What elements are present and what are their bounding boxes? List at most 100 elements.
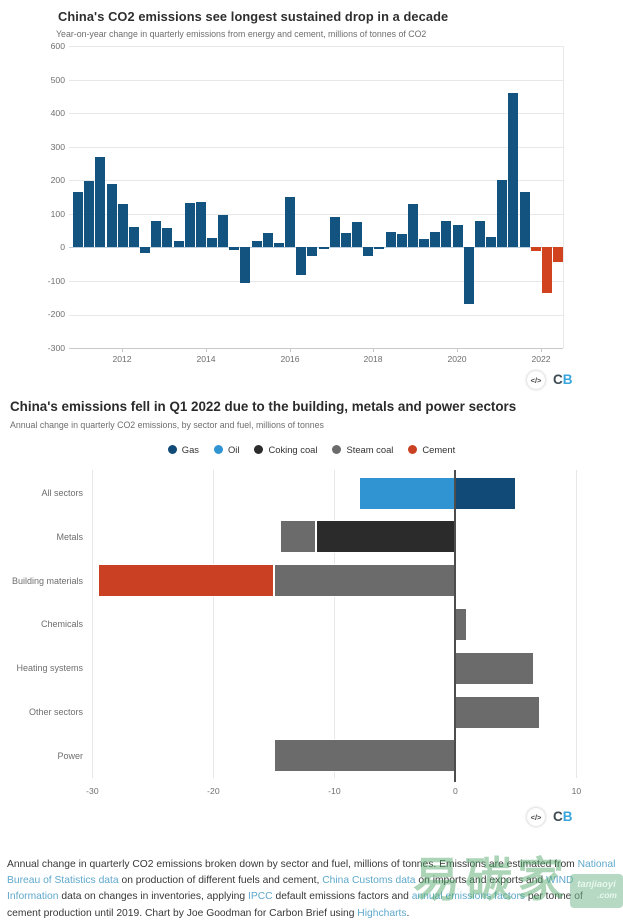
bar-2015-q3[interactable] xyxy=(262,233,273,248)
bar-2019-q1[interactable] xyxy=(419,239,430,248)
embed-code-icon[interactable]: </> xyxy=(527,808,545,826)
bar-2016-q1[interactable] xyxy=(285,196,296,248)
category-label-power: Power xyxy=(57,750,83,761)
bar-2021-q3[interactable] xyxy=(530,247,541,251)
category-label-building-materials: Building materials xyxy=(11,575,83,586)
x-axis-label-0: 0 xyxy=(453,786,458,796)
footer-link-wind-information[interactable]: WIND Information xyxy=(7,875,574,903)
y-axis-label-200: 200 xyxy=(50,175,65,186)
chart1-subtitle: Year-on-year change in quarterly emissio… xyxy=(56,29,427,39)
legend-label: Coking coal xyxy=(268,444,318,455)
bar-2012-q2[interactable] xyxy=(117,203,128,248)
footer-link-annual-emissions-factors[interactable]: annual emissions factors xyxy=(411,891,526,903)
x-axis-label-10: 10 xyxy=(571,786,582,796)
gridline-y-400 xyxy=(69,113,563,115)
bar-metals-steam-coal[interactable] xyxy=(279,520,317,554)
category-label-metals: Metals xyxy=(56,531,83,542)
bar-2022-q1[interactable] xyxy=(553,247,563,262)
bar-2020-q4[interactable] xyxy=(497,180,508,248)
bar-power-steam-coal[interactable] xyxy=(273,739,456,773)
bar-2021-q4[interactable] xyxy=(541,247,552,293)
gridline-y-500 xyxy=(69,79,563,81)
x-axis-label-2018: 2018 xyxy=(363,354,383,365)
bar-2019-q2[interactable] xyxy=(430,232,441,248)
legend-item-cement[interactable]: Cement xyxy=(408,444,455,455)
legend-label: Gas xyxy=(181,444,199,455)
x-axis-label-2012: 2012 xyxy=(112,354,132,365)
y-axis-label--300: -300 xyxy=(47,343,65,354)
footer-link-ipcc[interactable]: IPCC xyxy=(248,891,273,903)
footer-text-segment: on imports and exports and xyxy=(415,875,547,887)
bar-metals-coking-coal[interactable] xyxy=(316,520,456,554)
bar-2018-q1[interactable] xyxy=(374,247,385,249)
bar-2017-q4[interactable] xyxy=(363,247,374,257)
legend-label: Oil xyxy=(228,444,240,455)
bar-2013-q3[interactable] xyxy=(173,240,184,248)
carbon-brief-logo[interactable]: CB xyxy=(553,372,573,387)
bar-2019-q3[interactable] xyxy=(441,220,452,248)
bar-other-sectors-steam-coal[interactable] xyxy=(455,695,541,729)
coking-coal-legend-dot-icon xyxy=(254,445,264,454)
bar-2020-q3[interactable] xyxy=(486,237,496,248)
bar-2016-q4[interactable] xyxy=(318,247,329,249)
y-axis-label-400: 400 xyxy=(50,108,65,119)
bar-2014-q2[interactable] xyxy=(207,238,217,248)
bar-2018-q4[interactable] xyxy=(407,203,418,248)
bar-2020-q1[interactable] xyxy=(463,247,474,305)
bar-chemicals-steam-coal[interactable] xyxy=(455,607,468,641)
y-axis-label-300: 300 xyxy=(50,141,65,152)
bar-2021-q1[interactable] xyxy=(508,93,519,248)
bar-building-materials-steam-coal[interactable] xyxy=(273,564,456,598)
bar-2012-q4[interactable] xyxy=(140,247,150,254)
bar-2018-q3[interactable] xyxy=(396,233,407,248)
bar-2015-q2[interactable] xyxy=(251,240,262,248)
bar-2013-q2[interactable] xyxy=(162,228,173,248)
bar-2020-q2[interactable] xyxy=(474,221,485,248)
footer-link-highcharts[interactable]: Highcharts xyxy=(357,907,407,919)
bar-2011-q2[interactable] xyxy=(73,192,83,248)
x-tick-2014 xyxy=(206,348,207,353)
embed-code-icon[interactable]: </> xyxy=(527,371,545,389)
bar-2015-q4[interactable] xyxy=(273,243,284,248)
bar-all-sectors-gas[interactable] xyxy=(455,476,516,510)
legend-item-steam-coal[interactable]: Steam coal xyxy=(332,444,393,455)
bar-2014-q4[interactable] xyxy=(229,247,240,251)
bar-2017-q3[interactable] xyxy=(352,221,363,248)
bar-2013-q4[interactable] xyxy=(184,202,195,248)
bar-2014-q1[interactable] xyxy=(195,201,206,248)
gridline-y-200 xyxy=(69,180,563,182)
carbon-brief-logo[interactable]: CB xyxy=(553,809,573,824)
bar-2011-q3[interactable] xyxy=(84,181,95,248)
bar-2011-q4[interactable] xyxy=(95,156,106,248)
x-tick-2016 xyxy=(290,348,291,353)
bar-all-sectors-oil[interactable] xyxy=(358,476,456,510)
bar-2012-q3[interactable] xyxy=(128,226,139,248)
chart2-subtitle: Annual change in quarterly CO2 emissions… xyxy=(10,420,324,430)
legend-item-gas[interactable]: Gas xyxy=(167,444,199,455)
bar-heating-systems-steam-coal[interactable] xyxy=(455,651,534,685)
bar-2012-q1[interactable] xyxy=(106,183,117,248)
chart1-embed-row: </> CB xyxy=(527,371,597,391)
bar-2017-q2[interactable] xyxy=(340,232,351,248)
x-axis-label-2020: 2020 xyxy=(447,354,467,365)
bar-2018-q2[interactable] xyxy=(385,232,396,248)
footer-link-national-bureau-of-statistics-data[interactable]: National Bureau of Statistics data xyxy=(7,859,616,887)
bar-2015-q1[interactable] xyxy=(240,247,251,283)
y-axis-label-100: 100 xyxy=(50,208,65,219)
bar-2017-q1[interactable] xyxy=(329,216,340,248)
bar-2021-q2[interactable] xyxy=(519,192,530,248)
legend-item-coking-coal[interactable]: Coking coal xyxy=(254,444,317,455)
bar-2013-q1[interactable] xyxy=(151,221,162,248)
x-axis-label--10: -10 xyxy=(328,786,341,796)
bar-building-materials-cement[interactable] xyxy=(98,564,274,598)
x-axis-label--30: -30 xyxy=(86,786,99,796)
y-axis-label--100: -100 xyxy=(47,275,65,286)
x-axis-label--20: -20 xyxy=(207,786,220,796)
bar-2014-q3[interactable] xyxy=(218,215,229,248)
footer-link-china-customs-data[interactable]: China Customs data xyxy=(322,875,416,887)
legend-item-oil[interactable]: Oil xyxy=(214,444,239,455)
bar-2016-q2[interactable] xyxy=(296,247,307,275)
zero-axis-line xyxy=(454,470,457,782)
bar-2016-q3[interactable] xyxy=(307,247,318,257)
bar-2019-q4[interactable] xyxy=(452,224,463,248)
